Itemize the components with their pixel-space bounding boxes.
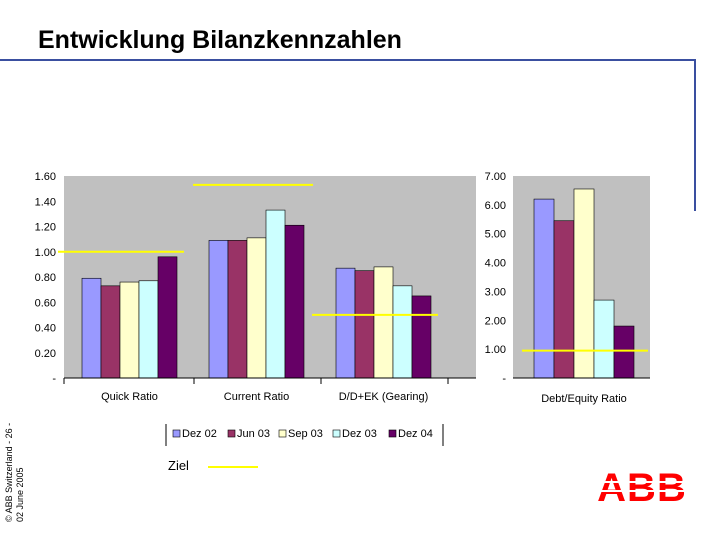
y-tick-label: 0.40 <box>35 323 56 335</box>
bar-d-d-ek-gearing-dez-03 <box>392 285 413 379</box>
bar-quick-ratio-sep-03 <box>119 281 140 379</box>
legend-swatch-dez-03 <box>332 429 341 438</box>
y-tick-label: 0.60 <box>35 297 56 309</box>
bar-debt-equity-ratio-dez-03 <box>593 299 615 379</box>
target-legend-line <box>208 466 258 468</box>
bar-d-d-ek-gearing-dez-02 <box>335 267 356 379</box>
bar-d-d-ek-gearing-dez-04 <box>411 295 432 379</box>
y-tick-label: 6.00 <box>485 200 506 212</box>
x-category-label: Current Ratio <box>224 391 289 403</box>
bar-d-d-ek-gearing-jun-03 <box>354 270 375 379</box>
legend-label-jun-03: Jun 03 <box>237 428 270 440</box>
x-category-label: Debt/Equity Ratio <box>541 393 627 405</box>
bar-quick-ratio-jun-03 <box>100 285 121 379</box>
legend-label-dez-02: Dez 02 <box>182 428 217 440</box>
header-rule <box>0 59 696 61</box>
y-tick-label: - <box>502 373 506 385</box>
bar-debt-equity-ratio-jun-03 <box>553 220 575 379</box>
legend-label-dez-04: Dez 04 <box>398 428 433 440</box>
y-tick-label: 7.00 <box>485 171 506 183</box>
legend-swatch-jun-03 <box>227 429 236 438</box>
y-tick-label: 1.60 <box>35 171 56 183</box>
legend-swatch-dez-04 <box>388 429 397 438</box>
y-tick-label: 0.80 <box>35 272 56 284</box>
bar-debt-equity-ratio-dez-04 <box>613 325 635 379</box>
y-tick-label: 1.00 <box>35 247 56 259</box>
bar-quick-ratio-dez-02 <box>81 277 102 379</box>
x-category-label: Quick Ratio <box>101 391 158 403</box>
legend-swatch-sep-03 <box>278 429 287 438</box>
bar-current-ratio-dez-02 <box>208 240 229 379</box>
page-title: Entwicklung Bilanzkennzahlen <box>38 26 402 54</box>
y-tick-label: 1.00 <box>485 344 506 356</box>
bar-quick-ratio-dez-03 <box>138 280 159 379</box>
y-tick-label: 1.40 <box>35 196 56 208</box>
bar-current-ratio-jun-03 <box>227 240 248 379</box>
bar-current-ratio-dez-03 <box>265 209 286 379</box>
bar-quick-ratio-dez-04 <box>157 256 178 379</box>
y-tick-label: 1.20 <box>35 222 56 234</box>
header-rule-vertical <box>694 59 696 211</box>
bar-d-d-ek-gearing-sep-03 <box>373 266 394 379</box>
legend-label-sep-03: Sep 03 <box>288 428 323 440</box>
y-tick-label: - <box>52 373 56 385</box>
y-tick-label: 4.00 <box>485 258 506 270</box>
x-category-label: D/D+EK (Gearing) <box>339 391 429 403</box>
bar-current-ratio-dez-04 <box>284 224 305 379</box>
legend-swatch-dez-02 <box>172 429 181 438</box>
bar-current-ratio-sep-03 <box>246 237 267 379</box>
y-tick-label: 3.00 <box>485 286 506 298</box>
y-tick-label: 5.00 <box>485 229 506 241</box>
legend-label-dez-03: Dez 03 <box>342 428 377 440</box>
abb-logo-text: ABB <box>598 470 686 504</box>
y-tick-label: 0.20 <box>35 348 56 360</box>
target-legend-label: Ziel <box>168 458 189 473</box>
y-tick-label: 2.00 <box>485 315 506 327</box>
abb-logo: ABB <box>598 470 686 504</box>
